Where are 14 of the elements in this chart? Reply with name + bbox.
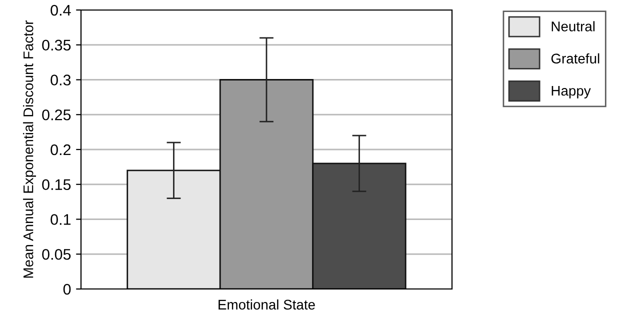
y-tick-label: 0.25 bbox=[42, 109, 71, 120]
legend-label: Neutral bbox=[552, 21, 595, 32]
x-axis-title: Emotional State bbox=[218, 299, 315, 310]
y-tick-label: 0.2 bbox=[50, 144, 71, 156]
y-tick-label: 0.15 bbox=[42, 179, 71, 190]
y-tick-label: 0.35 bbox=[42, 40, 71, 51]
y-axis-title: Mean Annual Exponential Discount Factor bbox=[23, 20, 36, 278]
y-tick-label: 0.05 bbox=[42, 248, 71, 260]
y-tick-label: 0.1 bbox=[50, 214, 71, 225]
y-tick-label: 0 bbox=[63, 284, 71, 295]
legend-label: Grateful bbox=[551, 53, 600, 64]
legend-label: Happy bbox=[552, 86, 591, 98]
y-tick-label: 0.4 bbox=[50, 4, 71, 16]
y-tick-label: 0.3 bbox=[50, 74, 71, 86]
